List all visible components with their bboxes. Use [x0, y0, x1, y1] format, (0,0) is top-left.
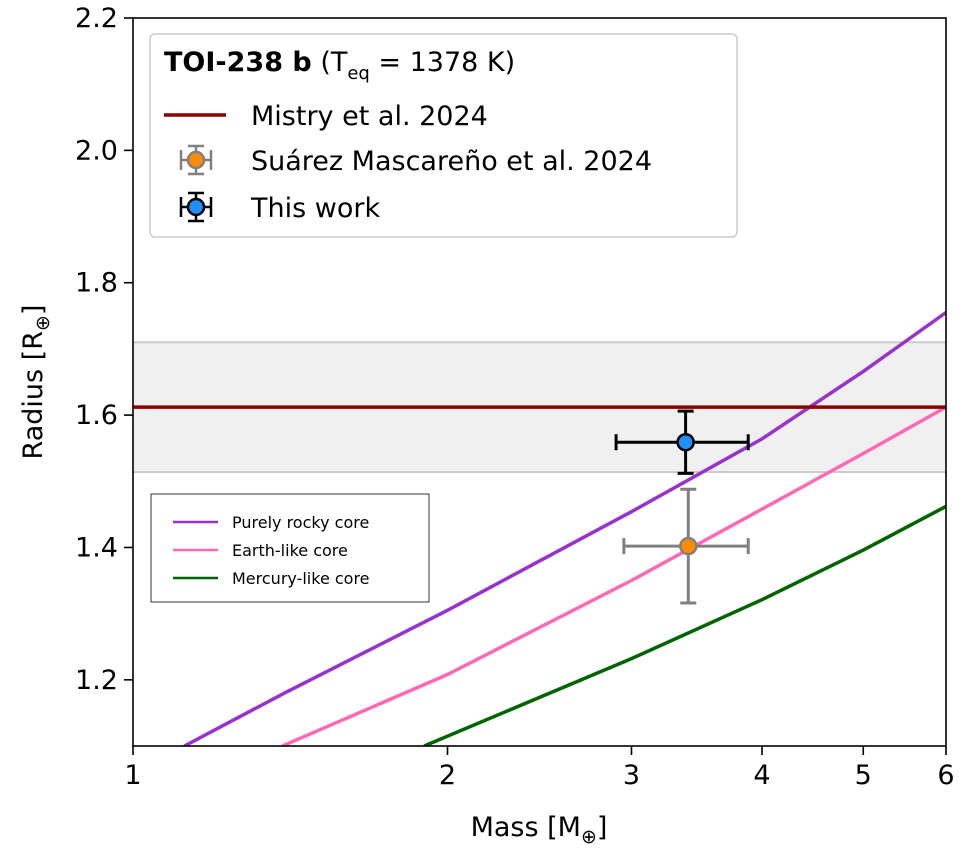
legend-mistry-label: Mistry et al. 2024 [251, 101, 488, 132]
x-tick-label: 6 [937, 760, 954, 791]
composition-legend: Purely rocky core Earth-like core Mercur… [150, 493, 430, 603]
x-tick-label: 3 [623, 760, 640, 791]
plot-area [133, 311, 946, 746]
x-axis-label: Mass [M⊕] [471, 812, 608, 846]
x-tick-label: 5 [855, 760, 872, 791]
x-tick-label: 4 [753, 760, 770, 791]
y-tick-label: 1.6 [75, 400, 118, 431]
x-tick-label: 2 [439, 760, 456, 791]
plot-frame [132, 17, 947, 747]
y-tick-label: 1.2 [75, 665, 118, 696]
legend-suarez-label: Suárez Mascareño et al. 2024 [251, 146, 652, 177]
legend-title: TOI-238 b (Teq = 1378 K) [164, 47, 515, 84]
point-marker [679, 536, 698, 556]
composition-legend-frame [150, 493, 430, 603]
mercury-like-core-curve [423, 504, 946, 746]
point-marker [676, 432, 695, 452]
this-work-point [614, 409, 750, 475]
main-legend: TOI-238 b (Teq = 1378 K) Mistry et al. 2… [149, 33, 738, 238]
rocky-core-curve [183, 311, 946, 746]
legend-thiswork-label: This work [250, 193, 380, 224]
x-tick-label: 1 [124, 760, 141, 791]
legend-rocky-label: Purely rocky core [232, 513, 369, 532]
suarez-mascareno-point [622, 487, 750, 605]
main-legend-frame [149, 33, 738, 238]
legend-mercury-label: Mercury-like core [232, 569, 370, 588]
plot-layer [133, 311, 946, 746]
legend-earth-label: Earth-like core [232, 541, 348, 560]
y-tick-label: 1.4 [75, 532, 118, 563]
y-tick-label: 2.0 [75, 135, 118, 166]
y-tick-label: 1.8 [75, 268, 118, 299]
legend-suarez-marker [179, 144, 213, 176]
y-tick-label: 2.2 [75, 3, 118, 34]
legend-thiswork-marker [179, 191, 213, 223]
ticks-layer: 1 2 3 4 5 6 1.2 1.4 1.6 1.8 2.0 2.2 [75, 3, 955, 791]
y-axis-label: Radius [R⊕] [18, 305, 54, 460]
